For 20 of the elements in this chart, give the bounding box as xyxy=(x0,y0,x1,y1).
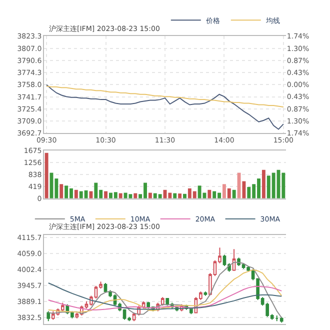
bar xyxy=(227,188,231,198)
candlestick xyxy=(46,310,50,322)
bar xyxy=(148,192,152,198)
line-series xyxy=(46,86,284,108)
bar xyxy=(262,170,266,198)
line-series xyxy=(48,262,282,318)
bar xyxy=(44,152,48,198)
bar xyxy=(208,190,212,198)
bar xyxy=(222,184,226,198)
bar xyxy=(60,184,64,198)
line-series xyxy=(48,269,282,313)
bar xyxy=(232,190,236,198)
bar xyxy=(178,194,182,198)
candlestick xyxy=(232,248,236,272)
candlestick xyxy=(204,290,208,296)
line-series xyxy=(46,84,284,130)
bar xyxy=(242,181,246,198)
bar xyxy=(104,191,108,198)
candlestick xyxy=(280,316,284,324)
bar xyxy=(74,190,78,198)
